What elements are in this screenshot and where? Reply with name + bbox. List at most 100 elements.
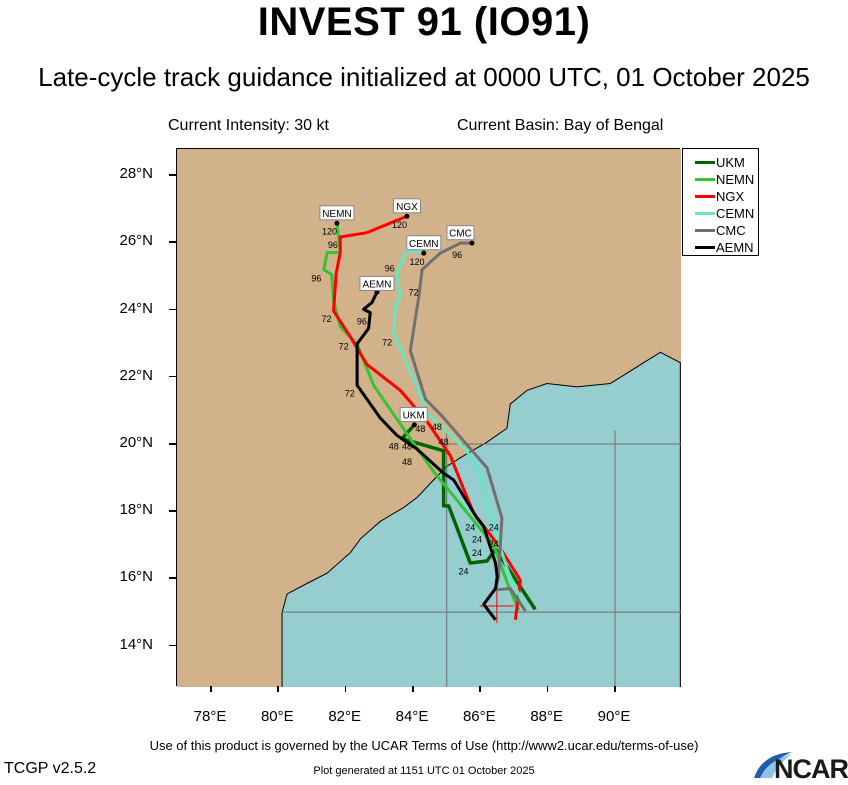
legend-item-ngx: NGX	[695, 188, 758, 204]
forecast-hour-label: 24	[465, 523, 475, 533]
y-tick-mark	[169, 375, 176, 378]
y-tick-label: 22°N	[119, 366, 153, 384]
model-label-aemn: AEMN	[359, 275, 395, 291]
legend-swatch	[695, 245, 715, 249]
x-tick-label: 88°E	[530, 708, 564, 725]
track-end-dot	[411, 422, 417, 428]
forecast-hour-label: 96	[385, 264, 395, 274]
y-tick-mark	[169, 644, 176, 647]
model-label-box	[446, 225, 475, 241]
forecast-hour-label: 72	[409, 287, 419, 297]
forecast-hour-label: 48	[439, 437, 449, 447]
legend-label: AEMN	[716, 239, 754, 255]
y-tick-mark	[169, 308, 176, 311]
x-tick-mark	[344, 686, 347, 692]
forecast-hour-label: 24	[459, 566, 469, 576]
legend-label: NGX	[716, 188, 745, 204]
forecast-hour-label: 96	[328, 240, 338, 250]
track-aemn	[355, 291, 499, 621]
y-tick-mark	[169, 510, 176, 512]
y-tick-label: 18°N	[119, 501, 153, 519]
y-tick-label: 28°N	[119, 165, 153, 183]
track-end-dot	[334, 220, 340, 226]
x-tick-mark	[210, 686, 212, 692]
forecast-hour-label: 48	[389, 442, 399, 452]
ocean	[281, 351, 681, 687]
legend-swatch	[695, 228, 715, 232]
forecast-hour-label: 48	[432, 422, 442, 432]
x-tick-mark	[614, 686, 616, 692]
x-tick-mark	[479, 686, 481, 692]
logo-text: NCAR	[774, 754, 848, 780]
y-tick-mark	[169, 577, 176, 579]
y-tick-label: 26°N	[119, 232, 153, 250]
x-tick-label: 78°E	[193, 708, 227, 725]
model-label-box	[399, 406, 428, 422]
forecast-hour-label: 120	[410, 257, 425, 267]
legend-item-cemn: CEMN	[695, 205, 758, 221]
forecast-hour-label: 120	[392, 220, 407, 230]
map-canvas: UKM NEMN NGX CEMN CMC AEMN 120 96 120 120 96 96 96 72…	[177, 149, 681, 687]
model-label-text: NEMN	[322, 209, 351, 220]
legend-swatch	[695, 211, 715, 215]
forecast-hour-label: 24	[489, 523, 499, 533]
forecast-hour-label: 24	[472, 548, 482, 558]
track-end-dot	[469, 240, 475, 246]
model-label-cemn: CEMN	[406, 235, 442, 251]
x-tick-label: 86°E	[462, 708, 496, 725]
forecast-hour-label: 48	[402, 457, 412, 467]
forecast-hour-label: 24	[489, 539, 499, 549]
legend-item-ukm: UKM	[695, 154, 758, 170]
x-tick-mark	[546, 686, 549, 692]
x-tick-label: 84°E	[395, 708, 429, 725]
x-tick-label: 82°E	[328, 708, 362, 725]
model-label-text: AEMN	[363, 279, 392, 290]
current-basin: Current Basin: Bay of Bengal	[457, 117, 664, 134]
legend-swatch	[695, 177, 715, 181]
track-end-dot	[421, 250, 427, 256]
y-tick-label: 24°N	[119, 299, 153, 317]
generated-time: Plot generated at 1151 UTC 01 October 20…	[313, 765, 535, 777]
model-label-text: NGX	[396, 202, 418, 213]
legend-item-aemn: AEMN	[695, 239, 758, 255]
forecast-hour-label: 72	[339, 342, 349, 352]
model-label-cmc: CMC	[446, 225, 475, 241]
track-cemn	[392, 248, 526, 605]
forecast-hour-label: 24	[472, 534, 482, 544]
legend-swatch	[695, 160, 715, 164]
legend-item-nemn: NEMN	[695, 171, 758, 187]
guidance-subtitle: Late-cycle track guidance initialized at…	[38, 62, 810, 92]
forecast-hour-label: 96	[357, 317, 367, 327]
legend: UKM NEMN NGX CEMN CMC AEMN	[682, 148, 759, 256]
forecast-hour-label: 96	[311, 274, 321, 284]
ncar-logo: NCAR	[752, 750, 848, 784]
x-tick-mark	[412, 686, 414, 692]
track-map: UKM NEMN NGX CEMN CMC AEMN 120 96 120 120 96 96 96 72…	[176, 148, 681, 687]
model-label-box	[392, 198, 421, 214]
forecast-hour-label: 96	[452, 250, 462, 260]
current-intensity: Current Intensity: 30 kt	[168, 117, 329, 134]
model-label-text: CMC	[449, 229, 472, 240]
y-tick-label: 20°N	[119, 434, 153, 452]
model-label-box	[406, 235, 442, 251]
track-end-dot	[404, 213, 410, 219]
forecast-hour-label: 48	[415, 424, 425, 434]
forecast-hour-label: 48	[402, 442, 412, 452]
y-tick-label: 14°N	[119, 635, 153, 653]
model-label-ukm: UKM	[399, 406, 428, 422]
legend-label: CEMN	[716, 205, 755, 221]
forecast-hour-label: 120	[322, 227, 337, 237]
logo-swoosh-light	[760, 754, 792, 778]
storm-title: INVEST 91 (IO91)	[257, 0, 591, 44]
model-label-box	[359, 275, 395, 291]
model-label-nemn: NEMN	[319, 205, 355, 221]
legend-label: UKM	[716, 154, 745, 170]
y-tick-mark	[169, 174, 176, 176]
y-tick-mark	[169, 241, 176, 243]
forecast-hour-label: 72	[345, 388, 355, 398]
terms-of-use: Use of this product is governed by the U…	[149, 738, 699, 753]
x-tick-label: 80°E	[260, 708, 294, 725]
legend-item-cmc: CMC	[695, 222, 758, 238]
model-label-ngx: NGX	[392, 198, 421, 214]
y-tick-label: 16°N	[119, 568, 153, 586]
